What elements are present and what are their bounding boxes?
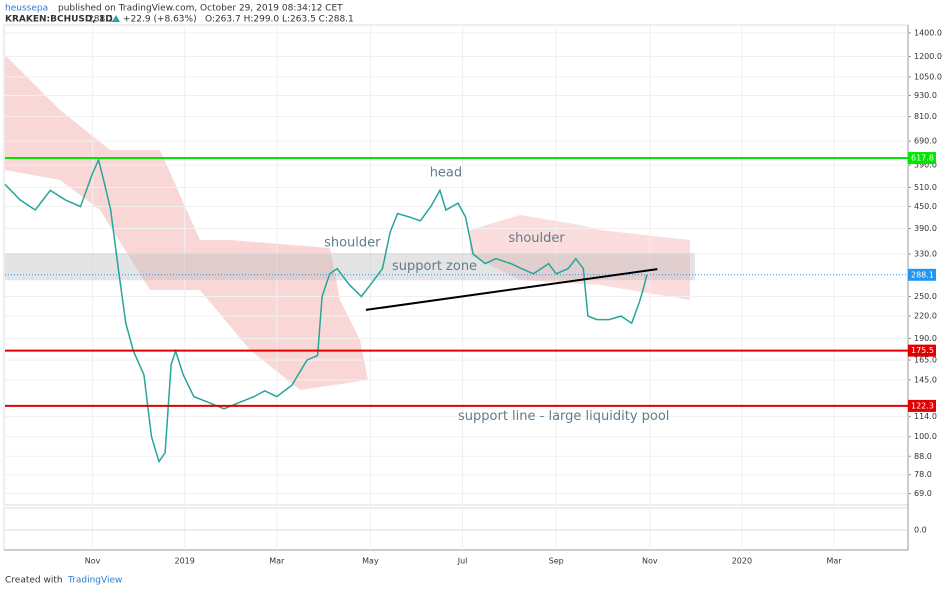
up-arrow — [112, 15, 120, 22]
y-tick-label: 220.0 — [914, 312, 937, 321]
level-tag — [908, 344, 936, 357]
price: 288.1 — [88, 15, 114, 25]
y-tick-label: 114.0 — [914, 412, 937, 421]
x-tick-label: Jul — [457, 557, 468, 566]
x-tick-label: Sep — [549, 557, 564, 566]
footer-brand: TradingView — [67, 576, 122, 586]
osc-tick-label: 0.0 — [914, 526, 927, 535]
y-tick-label: 69.0 — [914, 489, 932, 498]
published: published on TradingView.com, October 29… — [58, 4, 343, 14]
y-tick-label: 100.0 — [914, 432, 937, 441]
annotation: support line - large liquidity pool — [458, 409, 669, 424]
x-tick-label: 2019 — [175, 557, 195, 566]
x-tick-label: Mar — [826, 557, 842, 566]
y-tick-label: 1200.0 — [914, 52, 942, 61]
footer: Created with — [5, 576, 63, 586]
level-label: 122.3 — [911, 401, 934, 410]
annotation: shoulder — [324, 235, 381, 250]
change: +22.9 (+8.63%) — [123, 15, 197, 25]
price-line — [4, 157, 648, 464]
cloud — [470, 215, 690, 300]
y-tick-label: 1050.0 — [914, 72, 942, 81]
y-tick-label: 450.0 — [914, 202, 937, 211]
y-tick-label: 78.0 — [914, 470, 932, 479]
y-tick-label: 930.0 — [914, 91, 937, 100]
x-tick-label: 2020 — [732, 557, 752, 566]
x-tick-label: Mar — [269, 557, 285, 566]
y-tick-label: 88.0 — [914, 452, 932, 461]
annotation: head — [430, 166, 462, 181]
support-zone-label: support zone — [392, 259, 477, 274]
last-price-tag — [908, 268, 936, 281]
x-tick-label: Nov — [642, 557, 658, 566]
y-tick-label: 390.0 — [914, 224, 937, 233]
level-tag — [908, 152, 936, 165]
y-tick-label: 690.0 — [914, 137, 937, 146]
y-tick-label: 510.0 — [914, 183, 937, 192]
neckline — [365, 268, 658, 311]
symbol: KRAKEN:BCHUSD, 1D — [5, 15, 113, 25]
level-label: 175.5 — [911, 346, 934, 355]
level-label: 617.8 — [911, 154, 934, 163]
x-tick-label: May — [362, 557, 379, 566]
x-tick-label: Nov — [85, 557, 101, 566]
y-tick-label: 145.0 — [914, 375, 937, 384]
level-tag — [908, 399, 936, 412]
ohlc: O:263.7 H:299.0 L:263.5 C:288.1 — [205, 15, 354, 25]
support-zone — [5, 253, 695, 281]
y-tick-label: 810.0 — [914, 112, 937, 121]
y-tick-label: 250.0 — [914, 292, 937, 301]
y-tick-label: 190.0 — [914, 334, 937, 343]
y-tick-label: 1400.0 — [914, 28, 942, 37]
annotation: shoulder — [508, 231, 565, 246]
last-price-label: 288.1 — [911, 270, 934, 279]
y-tick-label: 165.0 — [914, 356, 937, 365]
author: heussepa — [5, 4, 48, 14]
y-tick-label: 330.0 — [914, 250, 937, 259]
y-tick-label: 590.0 — [914, 161, 937, 170]
